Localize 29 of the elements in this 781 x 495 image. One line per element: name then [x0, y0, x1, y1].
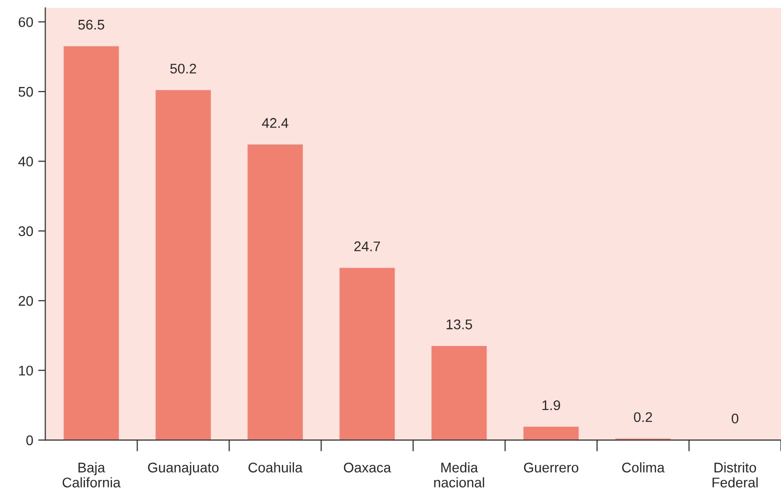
y-tick-label: 40	[18, 156, 33, 166]
y-tick-label: 0	[26, 435, 33, 446]
x-tick-label: Media nacional	[434, 462, 484, 488]
y-tick-label: 50	[18, 86, 33, 97]
data-label: 56.5	[78, 20, 104, 30]
x-tick-label: Oaxaca	[344, 462, 392, 472]
bar	[432, 346, 487, 440]
bar	[340, 268, 395, 440]
bar	[156, 90, 211, 440]
bar	[64, 46, 119, 440]
data-label: 24.7	[354, 241, 380, 252]
x-tick-label: Distrito Federal	[712, 462, 758, 488]
y-tick-label: 20	[18, 296, 33, 306]
y-tick-label: 60	[18, 17, 33, 28]
data-label: 1.9	[542, 400, 560, 410]
data-label: 50.2	[170, 64, 196, 74]
x-tick-label: Colima	[622, 462, 665, 472]
bar	[524, 426, 579, 440]
y-tick-label: 30	[18, 226, 33, 236]
x-tick-label: Guerrero	[524, 462, 578, 472]
data-label: 0	[732, 414, 738, 424]
data-label: 42.4	[262, 118, 288, 128]
bar	[248, 144, 303, 440]
data-label: 13.5	[446, 319, 472, 330]
data-label: 0.2	[634, 412, 652, 422]
x-tick-label: Baja California	[62, 462, 121, 488]
y-tick-label: 10	[19, 366, 33, 376]
x-tick-label: Guanajuato	[148, 462, 219, 476]
x-tick-label: Coahuila	[248, 462, 303, 472]
